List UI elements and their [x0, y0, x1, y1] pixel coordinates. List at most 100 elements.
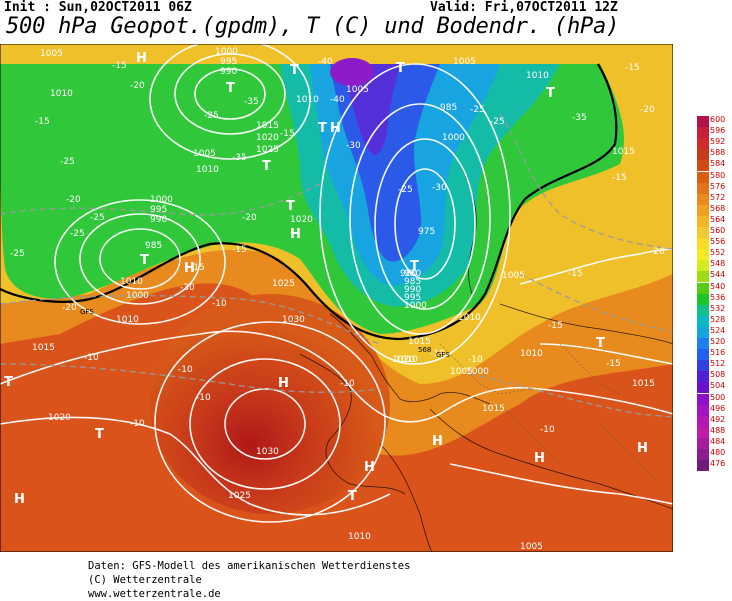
temperature-label: -10	[196, 393, 211, 403]
temperature-label: -10	[540, 425, 555, 435]
temperature-label: -20	[66, 195, 81, 205]
legend-swatch	[697, 282, 709, 294]
legend-entry: 504	[697, 381, 729, 394]
map-title: 500 hPa Geopot.(gpdm), T (C) und Bodendr…	[6, 14, 620, 39]
pressure-center: H	[330, 121, 341, 136]
pressure-label: 985	[404, 277, 421, 287]
temperature-label: -10	[212, 299, 227, 309]
pressure-label: 1015	[632, 379, 655, 389]
legend-entry: 532	[697, 303, 729, 316]
pressure-label: 1025	[228, 491, 251, 501]
legend-entry: 508	[697, 370, 729, 383]
legend-swatch	[697, 127, 709, 139]
legend-entry: 596	[697, 126, 729, 139]
pressure-center: T	[140, 253, 149, 268]
legend-label: 552	[710, 248, 726, 258]
temperature-label: -40	[318, 57, 333, 67]
legend-entry: 572	[697, 193, 729, 205]
legend-swatch	[697, 404, 709, 416]
isobars	[0, 44, 673, 523]
pressure-label: 1000	[442, 133, 465, 143]
pressure-center: T	[262, 159, 271, 174]
legend-swatch	[697, 138, 709, 150]
legend-swatch	[697, 338, 709, 350]
temperature-label: -30	[346, 141, 361, 151]
legend-label: 576	[710, 181, 726, 191]
init-time: Init : Sun,02OCT2011 06Z	[4, 0, 192, 15]
weather-map: 1005 1010 1000 995 990 1015 1020 1025 10…	[0, 44, 673, 552]
temperature-label: -35	[244, 97, 259, 107]
legend-swatch	[697, 193, 709, 205]
pressure-label: 1015	[32, 343, 55, 353]
temperature-label: -15	[568, 269, 583, 279]
legend-entry: 540	[697, 282, 729, 294]
temperature-label: -10	[430, 349, 445, 359]
legend-label: 564	[710, 214, 726, 224]
legend-entry: 496	[697, 404, 729, 416]
temperature-label: -25	[10, 249, 25, 259]
temperature-label: -20	[242, 213, 257, 223]
legend-label: 544	[710, 270, 726, 280]
legend-entry: 560	[697, 226, 729, 239]
temperature-label: -15	[548, 321, 563, 331]
legend-swatch	[697, 437, 709, 449]
legend-label: 584	[710, 159, 726, 169]
legend-label: 504	[710, 381, 726, 391]
pressure-label: 1005	[520, 542, 543, 552]
pressure-center: T	[396, 61, 405, 76]
temperature-label: -15	[612, 173, 627, 183]
legend-label: 592	[710, 137, 726, 147]
pressure-center: T	[290, 63, 299, 78]
legend-swatch	[697, 249, 709, 261]
legend-entry: 476	[697, 459, 729, 472]
legend-entry: 556	[697, 237, 729, 250]
pressure-label: 1005	[40, 49, 63, 59]
legend-swatch	[697, 116, 709, 128]
pressure-label: 1010	[395, 355, 418, 365]
temperature-label: -10	[130, 419, 145, 429]
legend-entry: 600	[697, 115, 729, 128]
pressure-labels: 1005 1010 1000 995 990 1015 1020 1025 10…	[32, 47, 655, 552]
temperature-label: -30	[432, 183, 447, 193]
temperature-label: -20	[640, 105, 655, 115]
pressure-center: H	[184, 261, 195, 276]
legend-swatch	[697, 238, 709, 250]
pressure-label: 1015	[256, 121, 279, 131]
pressure-center: H	[290, 227, 301, 242]
temperature-label: -15	[232, 245, 247, 255]
pressure-center: H	[534, 451, 545, 466]
pressure-label: 995	[220, 57, 237, 67]
temperature-label: -15	[280, 129, 295, 139]
temperature-label: -15	[625, 63, 640, 73]
pressure-label: 1000	[150, 195, 173, 205]
pressure-center: H	[637, 441, 648, 456]
isotherms	[0, 113, 673, 418]
temperature-label: -25	[204, 111, 219, 121]
legend-swatch	[697, 171, 709, 183]
temperature-label: -20	[62, 303, 77, 313]
legend-entry: 564	[697, 214, 729, 227]
website-link[interactable]: www.wetterzentrale.de	[88, 588, 221, 600]
temperature-label: -30	[180, 283, 195, 293]
temperature-label: -15	[190, 263, 205, 273]
legend-entry: 548	[697, 259, 729, 272]
legend-label: 532	[710, 303, 726, 313]
borders	[439, 343, 661, 485]
legend-swatch	[697, 260, 709, 272]
legend-swatch	[697, 426, 709, 438]
pressure-label: 980	[404, 269, 421, 279]
pressure-label: 1015	[408, 337, 431, 347]
temperature-labels: -15 -15 -20 -25 -25 -20 -15 -15 -10 -10 …	[10, 57, 665, 435]
pressure-center: T	[546, 86, 555, 101]
subtropical-high	[150, 294, 390, 514]
temperature-label: -20	[130, 81, 145, 91]
pressure-center: T	[348, 489, 357, 504]
pressure-label: 995	[404, 293, 421, 303]
legend-swatch	[697, 204, 709, 216]
pressure-label: 1005	[346, 85, 369, 95]
pressure-center: T	[4, 375, 13, 390]
pressure-label: 1005	[450, 367, 473, 377]
legend-label: 516	[710, 348, 726, 358]
pressure-label: 990	[220, 67, 237, 77]
pressure-label: 1030	[256, 447, 279, 457]
